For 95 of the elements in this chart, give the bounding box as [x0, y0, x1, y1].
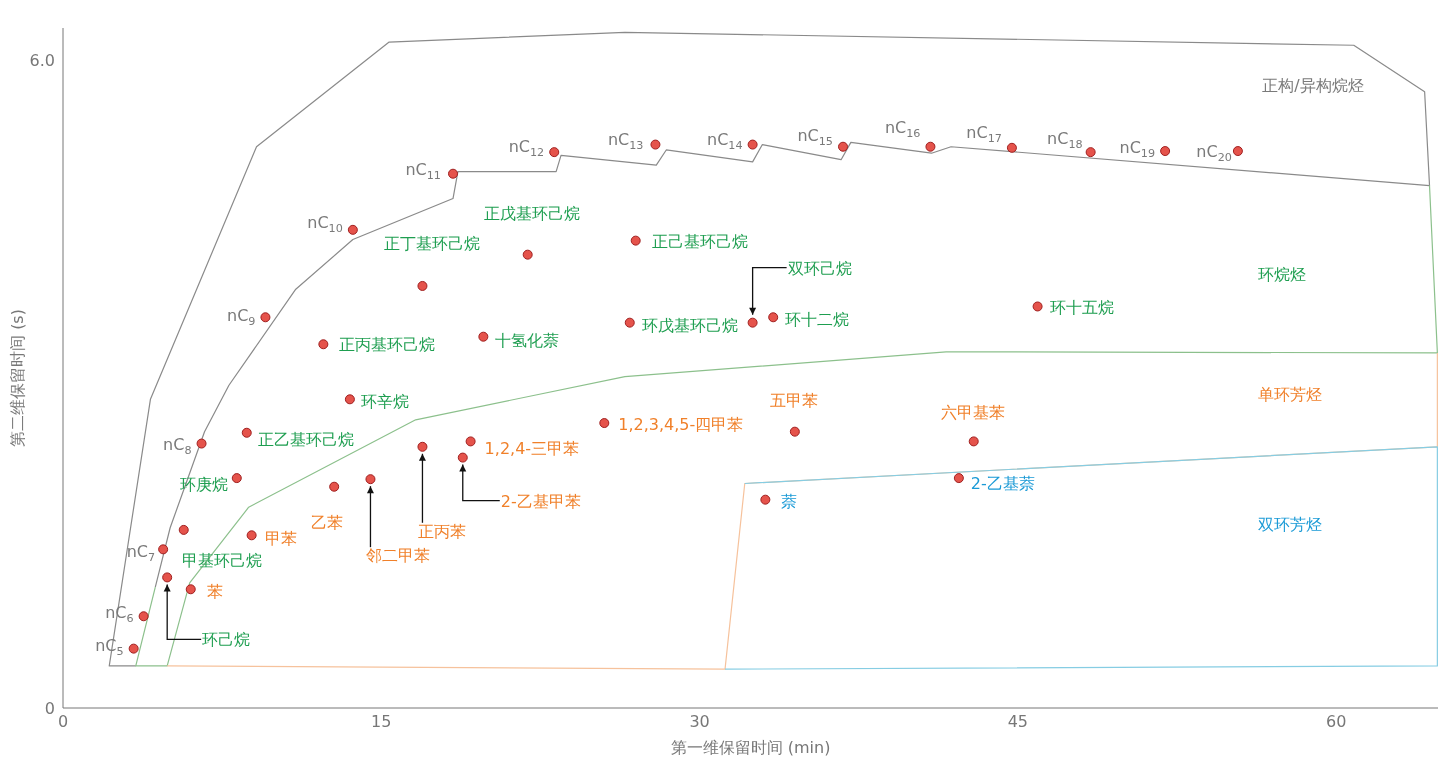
annotation: 环烷烃: [1258, 264, 1306, 286]
annotation: 1,2,4-三甲苯: [484, 438, 580, 458]
y-axis-title: 第二维保留时间 (s): [7, 309, 28, 447]
annotation: 环十二烷: [785, 309, 850, 329]
annotation: 邻二甲苯: [366, 545, 431, 565]
annotation: 单环芳烃: [1258, 384, 1322, 406]
annotation: 环庚烷: [179, 474, 228, 494]
annotation: nC$_{8}$: [163, 434, 192, 457]
annotation: nC$_{11}$: [405, 159, 442, 182]
annotation: 正丙基环己烷: [339, 334, 436, 354]
point: [953, 473, 964, 484]
point: [162, 572, 173, 583]
annotation: 五甲苯: [769, 390, 818, 410]
point: [196, 438, 207, 449]
annotation: nC$_{20}$: [1196, 141, 1232, 165]
annotation: 正丙苯: [418, 521, 467, 541]
line-series: [724, 446, 1438, 670]
point: [522, 249, 533, 260]
annotation: 双环芳烃: [1258, 514, 1322, 536]
annotation: 萘: [781, 491, 798, 511]
point: [925, 141, 936, 152]
point: [599, 418, 610, 429]
annotation: nC$_{14}$: [707, 129, 743, 152]
annotation: 六甲基苯: [940, 402, 1005, 422]
x-tick-label: 0: [57, 712, 69, 732]
annotation: 苯: [206, 581, 223, 601]
annotation: 2-乙基甲苯: [500, 491, 581, 511]
point: [347, 224, 358, 235]
point: [178, 524, 189, 535]
point: [241, 427, 252, 438]
point: [768, 312, 779, 323]
annotation: 正己基环己烷: [651, 231, 748, 251]
annotation: nC$_{7}$: [126, 541, 156, 565]
point: [457, 452, 468, 463]
annotation: nC$_{19}$: [1119, 137, 1156, 161]
y-tick-label: 6.0: [29, 51, 55, 71]
x-tick-label: 15: [371, 712, 392, 732]
point: [365, 474, 376, 485]
point: [747, 139, 758, 150]
x-tick-label: 30: [689, 712, 710, 732]
annotation: nC$_{10}$: [307, 212, 343, 235]
point: [344, 394, 355, 405]
point: [789, 426, 800, 437]
annotation: 十氢化萘: [495, 330, 560, 350]
point: [128, 643, 139, 654]
point: [624, 317, 635, 328]
point: [1006, 142, 1017, 153]
point: [448, 168, 459, 179]
point: [478, 331, 489, 342]
point: [549, 147, 560, 158]
point: [1032, 301, 1043, 312]
annotation: 环己烷: [202, 629, 251, 649]
annotation: 2-乙基萘: [970, 473, 1035, 493]
annotation: nC$_{9}$: [226, 305, 256, 329]
point: [318, 339, 329, 350]
annotation: nC$_{13}$: [607, 129, 644, 152]
point: [630, 235, 641, 246]
annotation: 正乙基环己烷: [257, 429, 354, 449]
x-axis-title: 第一维保留时间 (min): [670, 738, 831, 757]
annotation: nC$_{16}$: [884, 117, 921, 140]
point: [138, 611, 149, 622]
annotation: 甲基环己烷: [181, 550, 262, 570]
annotation: 乙苯: [311, 512, 344, 532]
point: [465, 436, 476, 447]
point: [747, 317, 758, 328]
point: [1085, 147, 1096, 158]
point: [417, 441, 428, 452]
annotation: 甲苯: [264, 528, 297, 548]
annotation: nC$_{18}$: [1047, 128, 1083, 152]
annotation: 1,2,3,4,5-四甲苯: [618, 414, 744, 434]
point: [838, 141, 849, 152]
annotation: 环戊基环己烷: [641, 315, 738, 335]
x-tick-label: 45: [1007, 712, 1029, 732]
point: [185, 584, 196, 595]
annotation: 环辛烷: [360, 391, 409, 411]
point: [968, 436, 979, 447]
point: [760, 494, 771, 505]
point: [231, 473, 242, 484]
annotation: nC$_{15}$: [797, 125, 834, 148]
annotation: 正戊基环己烷: [483, 203, 580, 223]
annotation: 正构/异构烷烃: [1262, 75, 1364, 97]
annotation: nC$_{12}$: [508, 136, 545, 160]
point: [417, 280, 428, 291]
point: [246, 530, 257, 541]
point: [1160, 146, 1171, 157]
point: [260, 312, 271, 323]
annotation: nC$_{17}$: [966, 122, 1002, 145]
point: [158, 544, 169, 555]
point: [329, 481, 340, 492]
annotation: 正丁基环己烷: [384, 233, 481, 253]
point: [1232, 146, 1243, 157]
annotation: 环十五烷: [1049, 297, 1114, 317]
point: [650, 139, 661, 150]
annotation: 双环己烷: [787, 258, 852, 278]
x-tick-label: 60: [1325, 712, 1347, 732]
